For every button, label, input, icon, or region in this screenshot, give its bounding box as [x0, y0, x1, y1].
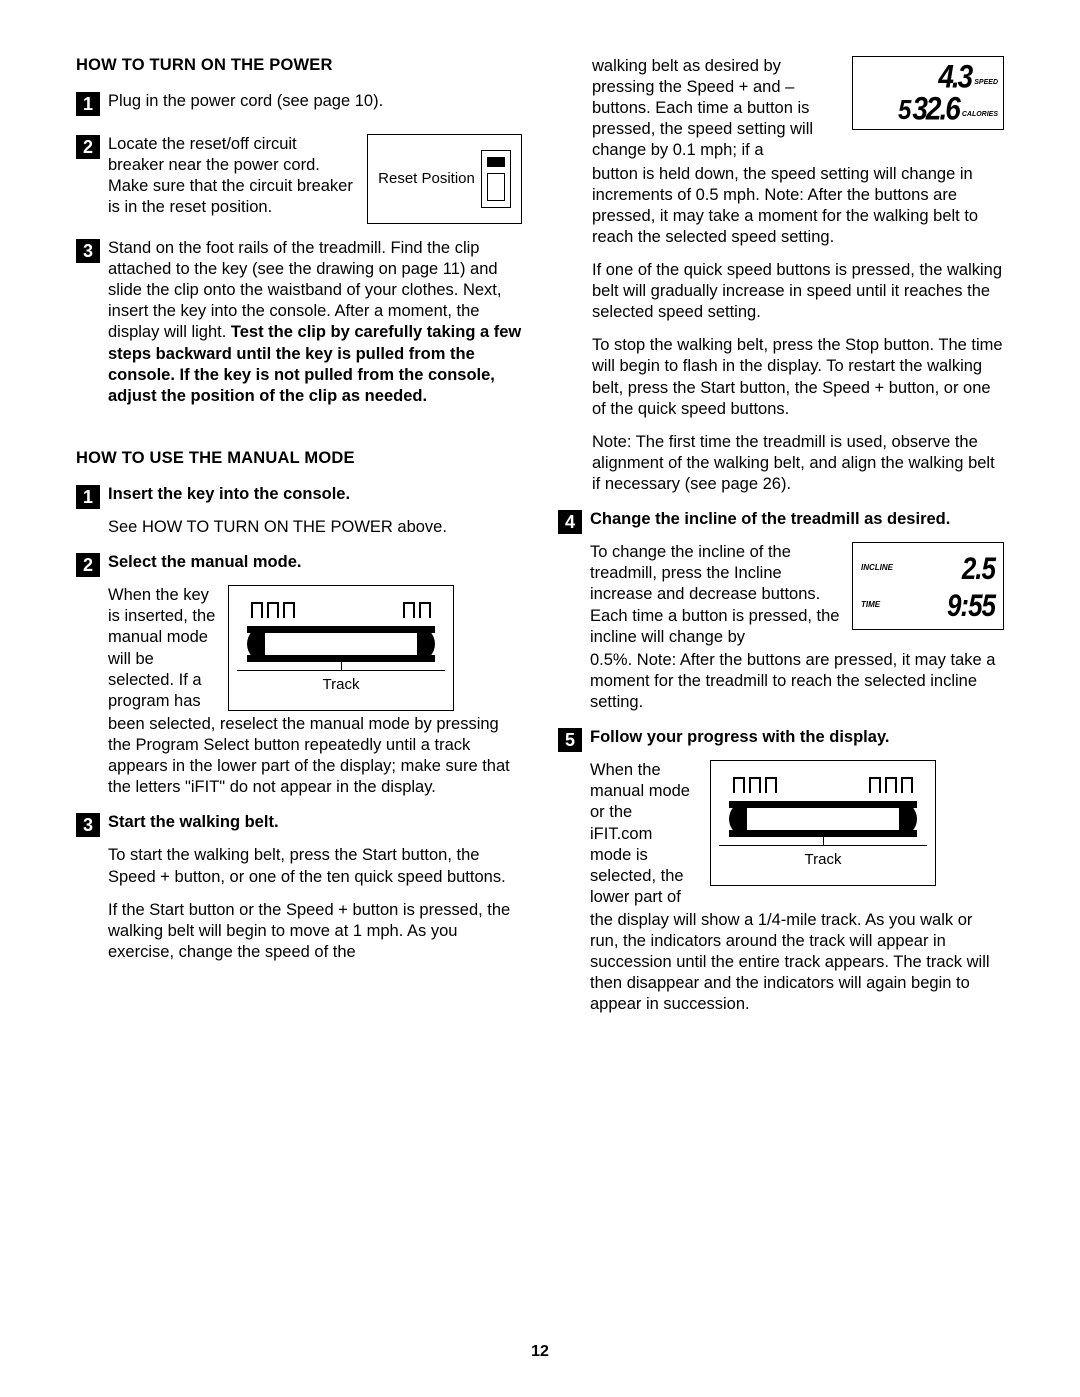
step-body: Start the walking belt. To start the wal…: [108, 812, 522, 963]
step-text: the display will show a 1/4-mile track. …: [590, 910, 1004, 1016]
speed-display-figure: 4.3 SPEED 5 32.6 CALORIES: [852, 56, 1004, 130]
step-text: Note: The first time the treadmill is us…: [592, 432, 1004, 495]
step-number-icon: 2: [76, 553, 100, 577]
power-step-1: 1 Plug in the power cord (see page 10).: [76, 91, 522, 116]
figure-label: Reset Position: [378, 170, 475, 188]
calories-value: 32.6: [912, 93, 959, 125]
page-columns: HOW TO TURN ON THE POWER 1 Plug in the p…: [76, 56, 1004, 1316]
incline-value: 2.5: [907, 552, 995, 583]
continuation-block: walking belt as desired by pressing the …: [558, 56, 1004, 495]
step-title: Insert the key into the console.: [108, 484, 522, 505]
section-title-power: HOW TO TURN ON THE POWER: [76, 56, 522, 75]
step-text: To stop the walking belt, press the Stop…: [592, 335, 1004, 419]
left-column: HOW TO TURN ON THE POWER 1 Plug in the p…: [76, 56, 522, 1316]
seven-segment-icon: [251, 596, 295, 618]
track-figure: Track: [228, 585, 454, 711]
figure-label: Track: [719, 846, 927, 869]
manual-step-3: 3 Start the walking belt. To start the w…: [76, 812, 522, 963]
step-body: Follow your progress with the display. W…: [590, 727, 1004, 1015]
track-shape-icon: [719, 797, 927, 841]
step-body: Insert the key into the console. See HOW…: [108, 484, 522, 538]
step-number-icon: 5: [558, 728, 582, 752]
manual-step-5: 5 Follow your progress with the display.…: [558, 727, 1004, 1015]
step-text: When the manual mode or the iFIT.com mod…: [590, 760, 698, 908]
seven-segment-icon: [733, 771, 777, 793]
incline-label: INCLINE: [861, 563, 901, 573]
step-number-icon: 3: [76, 239, 100, 263]
time-value: 9:55: [907, 589, 995, 620]
step-text: See HOW TO TURN ON THE POWER above.: [108, 517, 522, 538]
calories-prefix: 5: [898, 97, 909, 125]
step-title: Start the walking belt.: [108, 812, 522, 833]
manual-step-4: 4 Change the incline of the treadmill as…: [558, 509, 1004, 713]
speed-label: SPEED: [974, 79, 998, 91]
step-text: If the Start button or the Speed + butto…: [108, 900, 522, 963]
switch-icon: [481, 150, 511, 208]
time-label: TIME: [861, 600, 901, 610]
reset-position-figure: Reset Position: [367, 134, 522, 224]
track-figure: Track: [710, 760, 936, 886]
speed-value: 4.3: [938, 61, 971, 93]
power-step-3: 3 Stand on the foot rails of the treadmi…: [76, 238, 522, 407]
seven-segment-icon: [869, 771, 913, 793]
step-body: Stand on the foot rails of the treadmill…: [108, 238, 522, 407]
step-body: Change the incline of the treadmill as d…: [590, 509, 1004, 713]
step-text: If one of the quick speed buttons is pre…: [592, 260, 1004, 323]
track-shape-icon: [237, 622, 445, 666]
step-title: Follow your progress with the display.: [590, 727, 1004, 748]
power-step-2: 2 Locate the reset/off circuit breaker n…: [76, 134, 522, 224]
seven-segment-icon: [403, 596, 431, 618]
step-number-icon: 4: [558, 510, 582, 534]
figure-label: Track: [237, 671, 445, 694]
incline-display-figure: INCLINE 2.5 TIME 9:55: [852, 542, 1004, 630]
step-title: Change the incline of the treadmill as d…: [590, 509, 1004, 530]
section-title-manual: HOW TO USE THE MANUAL MODE: [76, 449, 522, 468]
step-text: Locate the reset/off circuit breaker nea…: [108, 134, 355, 218]
step-body: Select the manual mode. When the key is …: [108, 552, 522, 798]
step-text: been selected, reselect the manual mode …: [108, 714, 522, 798]
step-text: 0.5%. Note: After the buttons are presse…: [590, 650, 1004, 713]
right-column: walking belt as desired by pressing the …: [558, 56, 1004, 1316]
step-text: button is held down, the speed setting w…: [592, 164, 1004, 248]
step-body: Locate the reset/off circuit breaker nea…: [108, 134, 522, 224]
step-text: walking belt as desired by pressing the …: [592, 56, 840, 162]
step-body: Plug in the power cord (see page 10).: [108, 91, 522, 112]
step-title: Select the manual mode.: [108, 552, 522, 573]
step-text: When the key is inserted, the manual mod…: [108, 585, 216, 712]
step-text: To change the incline of the treadmill, …: [590, 542, 840, 648]
manual-step-1: 1 Insert the key into the console. See H…: [76, 484, 522, 538]
step-number-icon: 3: [76, 813, 100, 837]
step-text: To start the walking belt, press the Sta…: [108, 845, 522, 887]
step-number-icon: 1: [76, 485, 100, 509]
step-number-icon: 2: [76, 135, 100, 159]
step-number-icon: 1: [76, 92, 100, 116]
manual-step-2: 2 Select the manual mode. When the key i…: [76, 552, 522, 798]
page-number: 12: [0, 1343, 1080, 1361]
calories-label: CALORIES: [962, 111, 998, 123]
